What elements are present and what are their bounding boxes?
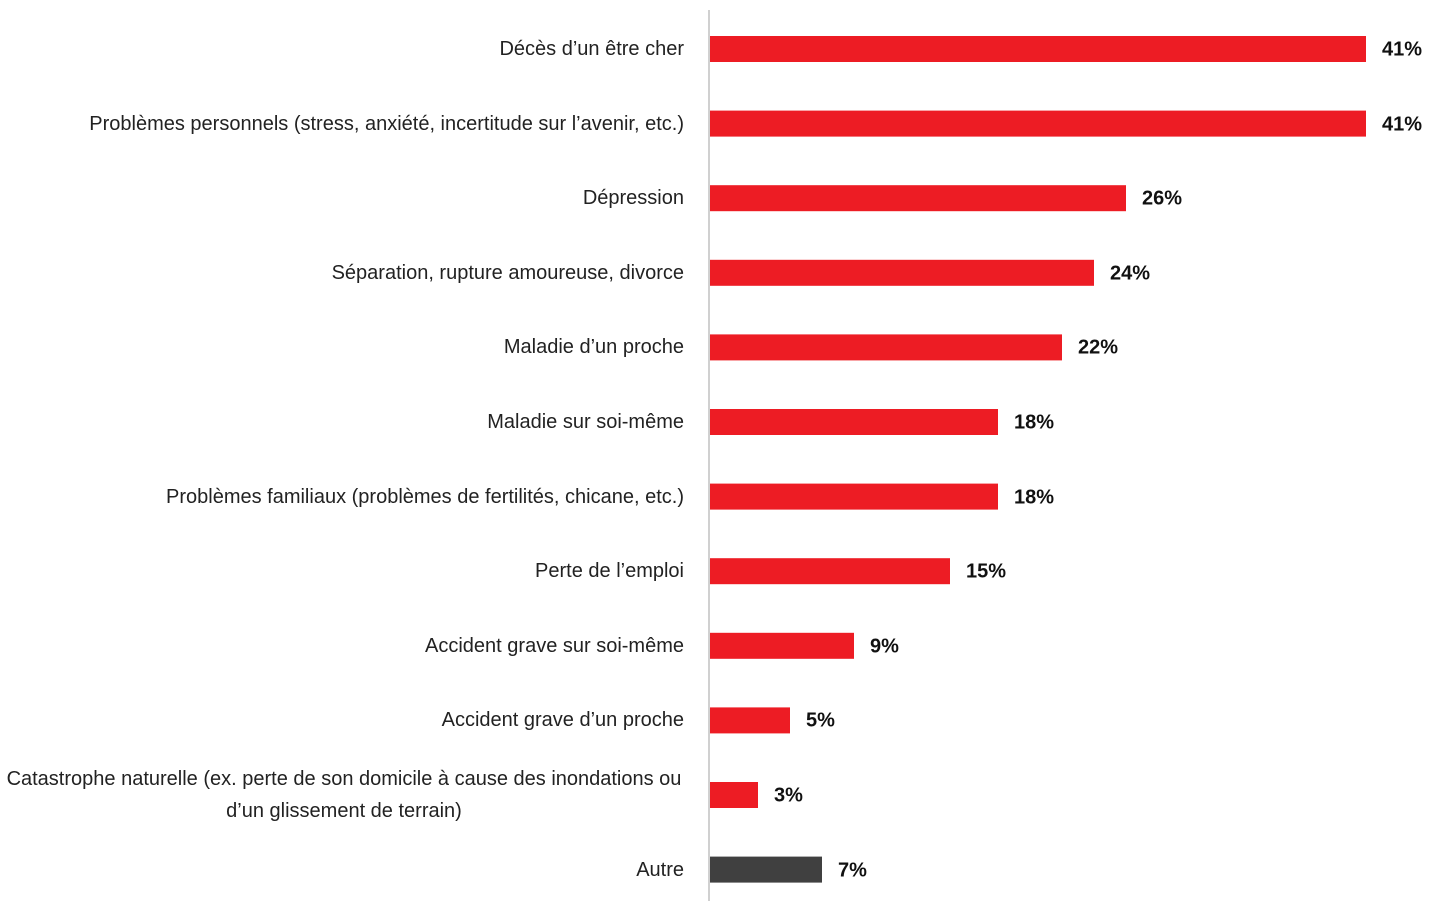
category-label: Autre	[636, 858, 684, 881]
category-label: Décès d’un être cher	[499, 38, 684, 60]
bar	[710, 110, 1366, 137]
value-label: 22%	[1078, 336, 1119, 359]
category-label-box: Maladie d’un proche	[4, 331, 684, 363]
category-label-box: Maladie sur soi-même	[4, 406, 684, 438]
category-label-box: Problèmes familiaux (problèmes de fertil…	[4, 481, 684, 513]
value-label: 26%	[1142, 187, 1183, 210]
category-label-box: Accident grave sur soi-même	[4, 630, 684, 662]
category-label: Accident grave d’un proche	[441, 709, 684, 732]
bar	[710, 707, 790, 734]
category-label-box: Catastrophe naturelle (ex. perte de son …	[4, 763, 684, 827]
category-label-box: Perte de l’emploi	[4, 555, 684, 587]
bar	[710, 632, 854, 659]
bar	[710, 409, 998, 435]
bar	[710, 334, 1062, 361]
category-label: Dépression	[582, 187, 684, 210]
category-label: Accident grave sur soi-même	[425, 634, 684, 657]
bar	[710, 259, 1094, 286]
bar	[710, 185, 1126, 212]
value-label: 24%	[1110, 262, 1151, 285]
category-label: Maladie sur soi-même	[487, 411, 684, 433]
bar	[710, 856, 822, 883]
category-label: Catastrophe naturelle (ex. perte de son …	[6, 768, 682, 822]
value-label: 18%	[1014, 486, 1055, 509]
category-label-box: Séparation, rupture amoureuse, divorce	[4, 257, 684, 289]
category-label-box: Autre	[4, 854, 684, 886]
category-label: Problèmes familiaux (problèmes de fertil…	[166, 485, 684, 508]
value-label: 5%	[806, 709, 835, 732]
value-label: 18%	[1014, 411, 1055, 434]
category-label-box: Dépression	[4, 182, 684, 214]
bar	[710, 558, 950, 585]
value-label: 7%	[838, 859, 867, 882]
value-label: 15%	[966, 560, 1007, 583]
value-label: 41%	[1382, 38, 1423, 61]
bar	[710, 782, 758, 808]
bar	[710, 36, 1366, 62]
value-label: 41%	[1382, 113, 1423, 136]
category-label: Maladie d’un proche	[503, 336, 684, 359]
value-label: 3%	[774, 784, 803, 807]
bar	[710, 483, 998, 510]
category-label-box: Problèmes personnels (stress, anxiété, i…	[4, 108, 684, 140]
category-label: Perte de l’emploi	[535, 560, 684, 583]
category-label: Séparation, rupture amoureuse, divorce	[331, 261, 684, 284]
category-label: Problèmes personnels (stress, anxiété, i…	[89, 112, 684, 135]
category-label-box: Décès d’un être cher	[4, 33, 684, 65]
category-label-box: Accident grave d’un proche	[4, 704, 684, 736]
value-label: 9%	[870, 635, 899, 658]
